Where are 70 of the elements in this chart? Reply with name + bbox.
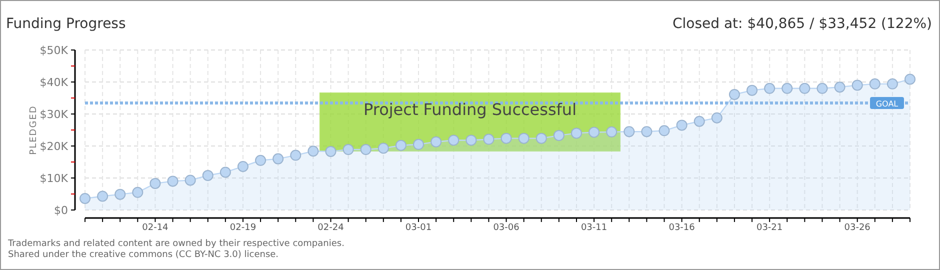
point xyxy=(272,153,284,164)
y-tick-label: $0 xyxy=(54,204,68,217)
point xyxy=(746,84,758,96)
point xyxy=(255,154,266,166)
point xyxy=(904,74,916,85)
point xyxy=(132,186,144,198)
point xyxy=(483,134,494,145)
point xyxy=(114,188,126,200)
chart-subtitle: Closed at: $40,865 / $33,452 (122%) xyxy=(672,16,932,32)
point xyxy=(466,134,477,146)
point xyxy=(342,144,354,156)
point xyxy=(536,132,547,144)
x-tick-label: 03-06 xyxy=(493,223,520,233)
x-tick-label: 03-21 xyxy=(756,223,783,233)
x-tick-label: 03-01 xyxy=(405,223,432,233)
y-tick-label: $30K xyxy=(40,108,69,121)
point xyxy=(852,80,863,91)
x-tick-label: 02-24 xyxy=(318,223,344,233)
point xyxy=(606,126,618,138)
point xyxy=(886,78,898,90)
point xyxy=(413,138,424,150)
point xyxy=(325,146,336,157)
point xyxy=(220,166,231,178)
point xyxy=(553,130,564,141)
point xyxy=(290,150,302,161)
point xyxy=(782,82,793,94)
point xyxy=(676,120,688,131)
point xyxy=(395,140,406,151)
ref-line-label: GOAL xyxy=(876,99,899,108)
annotation: Project Funding Successful xyxy=(363,100,577,119)
point xyxy=(97,190,108,202)
point xyxy=(764,82,776,94)
point xyxy=(237,160,248,172)
text: Shared under the creative commons (CC BY-NC 3.0) license. xyxy=(8,250,279,260)
point xyxy=(150,178,161,189)
text: Trademarks and related content are owned by their respective companies. xyxy=(7,239,344,249)
point xyxy=(711,112,722,124)
x-tick-label: 03-26 xyxy=(844,223,871,233)
point xyxy=(816,82,828,94)
point xyxy=(694,116,705,127)
point xyxy=(658,125,670,136)
point xyxy=(80,192,90,204)
point xyxy=(799,82,810,94)
point xyxy=(570,128,582,139)
point xyxy=(728,88,740,100)
point xyxy=(588,126,600,138)
point xyxy=(518,132,530,144)
x-tick-label: 03-11 xyxy=(580,223,608,233)
y-tick-label: $50K xyxy=(40,44,69,57)
point xyxy=(202,170,214,181)
point xyxy=(448,134,460,146)
point xyxy=(360,144,372,156)
point xyxy=(869,78,880,90)
point xyxy=(500,132,512,144)
point xyxy=(167,176,178,187)
x-tick-label: 03-16 xyxy=(668,223,696,233)
y-tick-label: $20K xyxy=(40,140,69,153)
point xyxy=(184,174,196,186)
point xyxy=(834,82,846,93)
x-tick-label: 02-19 xyxy=(230,223,256,233)
y-tick-label: $10K xyxy=(40,172,69,185)
y-tick-label: $40K xyxy=(40,76,69,89)
chart-title: Funding Progress xyxy=(6,16,126,32)
point xyxy=(378,142,389,154)
point xyxy=(641,126,652,138)
point xyxy=(308,146,319,157)
point xyxy=(430,136,442,148)
y-axis-title: PLEDGED xyxy=(29,105,39,155)
point xyxy=(624,126,635,138)
x-tick-label: 02-14 xyxy=(142,223,169,233)
